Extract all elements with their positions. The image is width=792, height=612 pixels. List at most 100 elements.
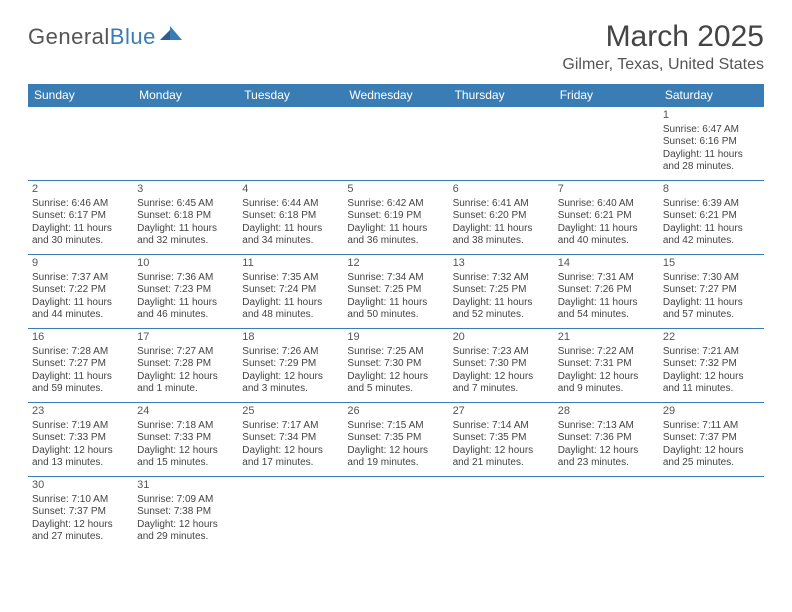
- calendar-cell: 7Sunrise: 6:40 AMSunset: 6:21 PMDaylight…: [554, 181, 659, 255]
- title-block: March 2025 Gilmer, Texas, United States: [562, 20, 764, 74]
- sunset-text: Sunset: 6:21 PM: [558, 210, 655, 223]
- day-number: 12: [347, 257, 444, 271]
- day-number: 11: [242, 257, 339, 271]
- sunrise-text: Sunrise: 7:19 AM: [32, 420, 129, 433]
- calendar-cell: 17Sunrise: 7:27 AMSunset: 7:28 PMDayligh…: [133, 329, 238, 403]
- daylight-text: Daylight: 11 hours and 38 minutes.: [453, 223, 550, 248]
- calendar-cell: [449, 107, 554, 181]
- daylight-text: Daylight: 11 hours and 52 minutes.: [453, 297, 550, 322]
- calendar-cell: 4Sunrise: 6:44 AMSunset: 6:18 PMDaylight…: [238, 181, 343, 255]
- sunrise-text: Sunrise: 6:44 AM: [242, 198, 339, 211]
- calendar-table: SundayMondayTuesdayWednesdayThursdayFrid…: [28, 84, 764, 551]
- sunset-text: Sunset: 7:24 PM: [242, 284, 339, 297]
- calendar-cell: 3Sunrise: 6:45 AMSunset: 6:18 PMDaylight…: [133, 181, 238, 255]
- sunrise-text: Sunrise: 7:27 AM: [137, 346, 234, 359]
- sunset-text: Sunset: 7:37 PM: [32, 506, 129, 519]
- daylight-text: Daylight: 11 hours and 34 minutes.: [242, 223, 339, 248]
- sunset-text: Sunset: 7:38 PM: [137, 506, 234, 519]
- day-number: 6: [453, 183, 550, 197]
- daylight-text: Daylight: 11 hours and 30 minutes.: [32, 223, 129, 248]
- calendar-cell: 5Sunrise: 6:42 AMSunset: 6:19 PMDaylight…: [343, 181, 448, 255]
- calendar-cell: 10Sunrise: 7:36 AMSunset: 7:23 PMDayligh…: [133, 255, 238, 329]
- daylight-text: Daylight: 11 hours and 42 minutes.: [663, 223, 760, 248]
- daylight-text: Daylight: 12 hours and 19 minutes.: [347, 445, 444, 470]
- daylight-text: Daylight: 11 hours and 57 minutes.: [663, 297, 760, 322]
- sunrise-text: Sunrise: 7:25 AM: [347, 346, 444, 359]
- calendar-cell: 19Sunrise: 7:25 AMSunset: 7:30 PMDayligh…: [343, 329, 448, 403]
- day-number: 30: [32, 479, 129, 493]
- daylight-text: Daylight: 12 hours and 13 minutes.: [32, 445, 129, 470]
- calendar-cell: 30Sunrise: 7:10 AMSunset: 7:37 PMDayligh…: [28, 477, 133, 551]
- day-number: 26: [347, 405, 444, 419]
- calendar-cell: 29Sunrise: 7:11 AMSunset: 7:37 PMDayligh…: [659, 403, 764, 477]
- day-number: 9: [32, 257, 129, 271]
- day-number: 5: [347, 183, 444, 197]
- calendar-cell: [28, 107, 133, 181]
- daylight-text: Daylight: 11 hours and 48 minutes.: [242, 297, 339, 322]
- day-number: 20: [453, 331, 550, 345]
- sunset-text: Sunset: 7:28 PM: [137, 358, 234, 371]
- sunset-text: Sunset: 7:35 PM: [453, 432, 550, 445]
- day-number: 24: [137, 405, 234, 419]
- sunset-text: Sunset: 7:31 PM: [558, 358, 655, 371]
- day-number: 13: [453, 257, 550, 271]
- sunset-text: Sunset: 7:27 PM: [32, 358, 129, 371]
- sunset-text: Sunset: 6:19 PM: [347, 210, 444, 223]
- calendar-cell: 2Sunrise: 6:46 AMSunset: 6:17 PMDaylight…: [28, 181, 133, 255]
- calendar-cell: [238, 107, 343, 181]
- calendar-cell: [659, 477, 764, 551]
- sunrise-text: Sunrise: 7:13 AM: [558, 420, 655, 433]
- sunrise-text: Sunrise: 7:36 AM: [137, 272, 234, 285]
- sunset-text: Sunset: 7:33 PM: [137, 432, 234, 445]
- sunrise-text: Sunrise: 7:10 AM: [32, 494, 129, 507]
- day-number: 4: [242, 183, 339, 197]
- calendar-row: 2Sunrise: 6:46 AMSunset: 6:17 PMDaylight…: [28, 181, 764, 255]
- calendar-cell: 26Sunrise: 7:15 AMSunset: 7:35 PMDayligh…: [343, 403, 448, 477]
- logo-mark-icon: [160, 20, 184, 46]
- day-number: 31: [137, 479, 234, 493]
- daylight-text: Daylight: 12 hours and 3 minutes.: [242, 371, 339, 396]
- sunrise-text: Sunrise: 6:45 AM: [137, 198, 234, 211]
- day-number: 22: [663, 331, 760, 345]
- calendar-row: 1Sunrise: 6:47 AMSunset: 6:16 PMDaylight…: [28, 107, 764, 181]
- day-number: 28: [558, 405, 655, 419]
- calendar-cell: 16Sunrise: 7:28 AMSunset: 7:27 PMDayligh…: [28, 329, 133, 403]
- calendar-cell: 8Sunrise: 6:39 AMSunset: 6:21 PMDaylight…: [659, 181, 764, 255]
- calendar-cell: 31Sunrise: 7:09 AMSunset: 7:38 PMDayligh…: [133, 477, 238, 551]
- sunrise-text: Sunrise: 7:09 AM: [137, 494, 234, 507]
- day-number: 14: [558, 257, 655, 271]
- sunrise-text: Sunrise: 7:32 AM: [453, 272, 550, 285]
- sunrise-text: Sunrise: 7:26 AM: [242, 346, 339, 359]
- calendar-cell: 13Sunrise: 7:32 AMSunset: 7:25 PMDayligh…: [449, 255, 554, 329]
- day-number: 3: [137, 183, 234, 197]
- day-number: 27: [453, 405, 550, 419]
- day-number: 15: [663, 257, 760, 271]
- sunrise-text: Sunrise: 7:23 AM: [453, 346, 550, 359]
- sunrise-text: Sunrise: 7:14 AM: [453, 420, 550, 433]
- day-number: 29: [663, 405, 760, 419]
- sunrise-text: Sunrise: 7:21 AM: [663, 346, 760, 359]
- calendar-cell: 15Sunrise: 7:30 AMSunset: 7:27 PMDayligh…: [659, 255, 764, 329]
- page-header: GeneralBlue March 2025 Gilmer, Texas, Un…: [28, 20, 764, 74]
- calendar-cell: 20Sunrise: 7:23 AMSunset: 7:30 PMDayligh…: [449, 329, 554, 403]
- weekday-header: Thursday: [449, 84, 554, 107]
- sunrise-text: Sunrise: 7:11 AM: [663, 420, 760, 433]
- daylight-text: Daylight: 12 hours and 25 minutes.: [663, 445, 760, 470]
- sunrise-text: Sunrise: 6:42 AM: [347, 198, 444, 211]
- sunrise-text: Sunrise: 7:34 AM: [347, 272, 444, 285]
- day-number: 18: [242, 331, 339, 345]
- daylight-text: Daylight: 12 hours and 9 minutes.: [558, 371, 655, 396]
- weekday-header: Monday: [133, 84, 238, 107]
- weekday-header: Friday: [554, 84, 659, 107]
- daylight-text: Daylight: 12 hours and 7 minutes.: [453, 371, 550, 396]
- daylight-text: Daylight: 12 hours and 11 minutes.: [663, 371, 760, 396]
- daylight-text: Daylight: 11 hours and 32 minutes.: [137, 223, 234, 248]
- sunrise-text: Sunrise: 7:22 AM: [558, 346, 655, 359]
- month-title: March 2025: [562, 20, 764, 54]
- sunrise-text: Sunrise: 6:47 AM: [663, 124, 760, 137]
- calendar-body: 1Sunrise: 6:47 AMSunset: 6:16 PMDaylight…: [28, 107, 764, 551]
- daylight-text: Daylight: 11 hours and 28 minutes.: [663, 149, 760, 174]
- day-number: 19: [347, 331, 444, 345]
- day-number: 25: [242, 405, 339, 419]
- day-number: 7: [558, 183, 655, 197]
